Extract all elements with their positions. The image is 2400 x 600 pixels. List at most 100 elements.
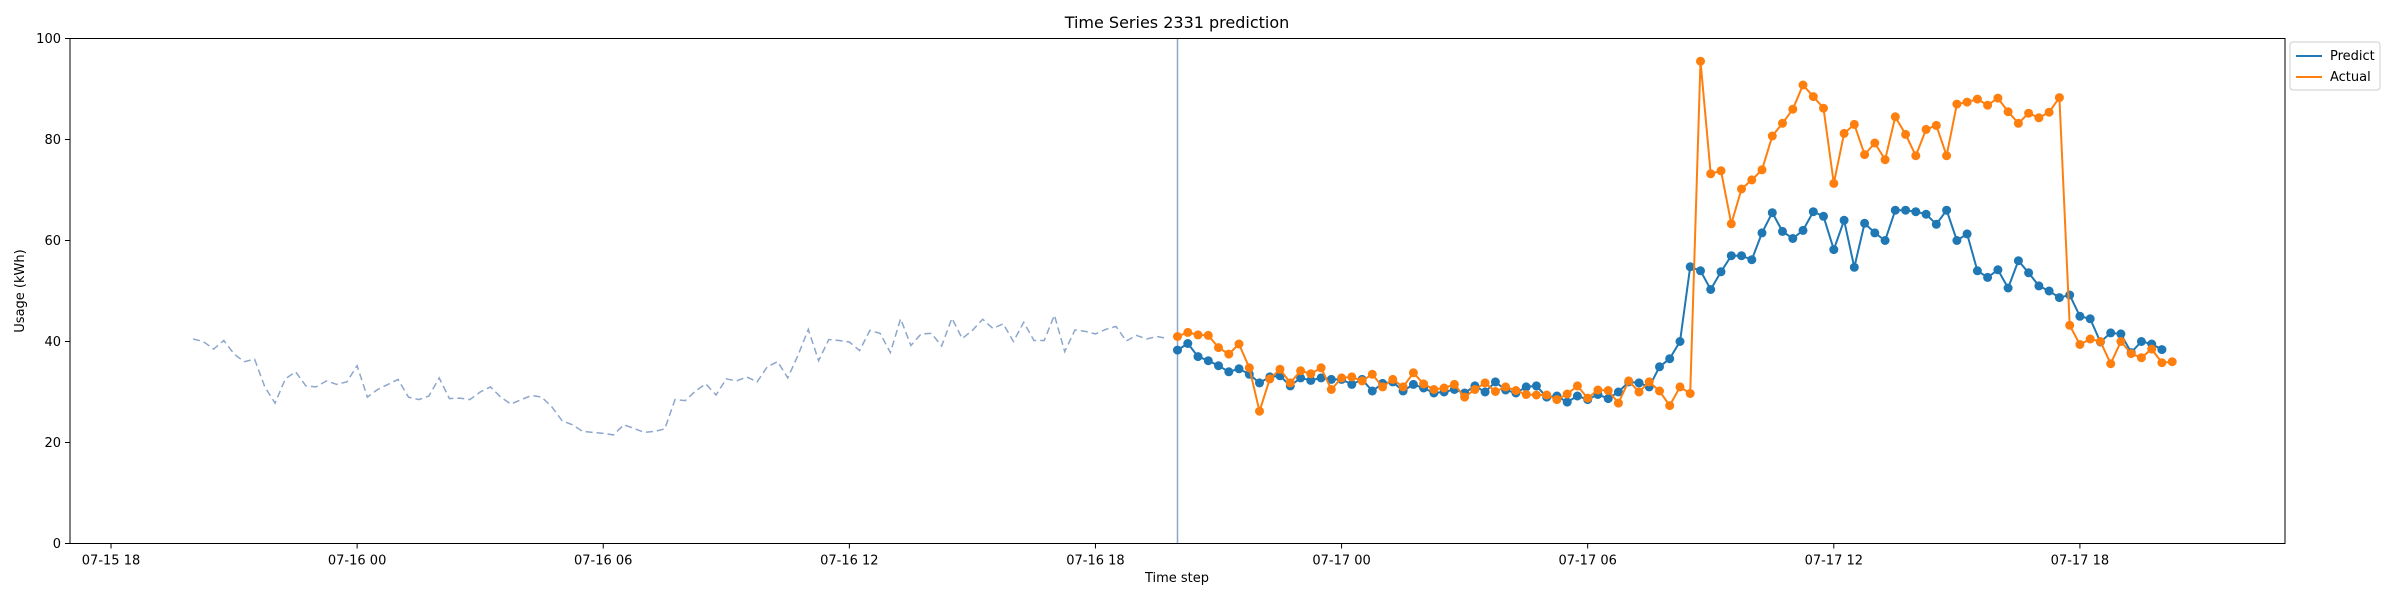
data-point-actual: [1378, 382, 1388, 392]
data-point-actual: [1398, 382, 1408, 392]
data-point-predict: [1901, 205, 1911, 215]
y-tick-label: 60: [44, 234, 61, 249]
data-point-actual: [1296, 366, 1306, 376]
data-point-actual: [2034, 113, 2044, 123]
data-point-predict: [1962, 229, 1972, 239]
data-point-predict: [1531, 381, 1541, 391]
data-point-predict: [1634, 378, 1644, 388]
data-point-actual: [2024, 108, 2034, 118]
data-point-predict: [1808, 207, 1818, 217]
x-axis-label: Time step: [1144, 571, 1209, 586]
data-point-actual: [2116, 337, 2126, 346]
data-point-predict: [1870, 228, 1880, 238]
data-point-actual: [1183, 327, 1193, 337]
y-tick-label: 40: [44, 335, 61, 350]
data-point-actual: [2147, 344, 2157, 354]
data-point-actual: [1593, 385, 1603, 395]
legend: Predict Actual: [2289, 41, 2381, 91]
x-tick-label: 07-16 18: [1066, 554, 1124, 569]
data-point-predict: [2136, 337, 2146, 346]
data-point-predict: [1203, 356, 1213, 366]
data-point-actual: [1460, 392, 1470, 402]
data-point-predict: [1931, 219, 1941, 229]
data-point-predict: [1306, 375, 1316, 385]
series-actual: [1173, 56, 2177, 416]
data-point-actual: [1316, 363, 1326, 373]
data-point-predict: [1613, 387, 1623, 397]
data-point-predict: [2024, 268, 2034, 278]
y-tick-label: 0: [53, 537, 61, 552]
data-point-predict: [2044, 286, 2054, 296]
data-point-actual: [1244, 363, 1254, 373]
x-tick-label: 07-16 00: [328, 554, 386, 569]
data-point-actual: [1224, 349, 1234, 359]
data-point-actual: [1870, 138, 1880, 148]
data-point-actual: [1265, 374, 1275, 384]
data-point-actual: [1696, 56, 1705, 66]
data-point-predict: [2116, 329, 2126, 339]
data-point-actual: [1634, 387, 1644, 397]
data-point-predict: [1952, 236, 1962, 245]
data-point-actual: [1552, 395, 1562, 405]
data-point-predict: [1173, 345, 1182, 355]
data-point-actual: [2075, 340, 2085, 349]
data-point-actual: [1511, 386, 1521, 395]
data-point-predict: [1572, 391, 1582, 401]
data-point-predict: [2085, 314, 2095, 324]
data-point-predict: [1983, 272, 1993, 282]
data-point-predict: [1326, 374, 1336, 384]
data-point-actual: [2167, 357, 2177, 367]
data-point-actual: [1306, 369, 1316, 379]
data-point-predict: [1788, 234, 1798, 243]
data-point-predict: [1767, 208, 1777, 218]
data-point-actual: [1952, 99, 1962, 109]
data-point-predict: [1716, 267, 1726, 277]
data-point-actual: [1788, 104, 1798, 114]
data-point-actual: [1572, 381, 1582, 391]
data-point-predict: [1757, 228, 1767, 238]
data-point-predict: [1706, 285, 1716, 294]
data-point-predict: [2034, 281, 2044, 291]
data-point-actual: [1880, 155, 1890, 165]
data-point-predict: [1655, 362, 1664, 372]
x-tick-label: 07-16 06: [574, 554, 632, 569]
data-point-predict: [1726, 251, 1736, 261]
data-point-actual: [1890, 112, 1900, 122]
data-point-actual: [2126, 349, 2136, 359]
data-point-actual: [1388, 374, 1398, 384]
data-point-predict: [1408, 379, 1418, 389]
x-tick-label: 07-17 06: [1558, 554, 1616, 569]
data-point-actual: [2157, 358, 2167, 368]
data-point-actual: [1603, 386, 1613, 395]
data-point-actual: [1562, 389, 1572, 399]
data-point-actual: [1747, 175, 1757, 185]
data-point-predict: [1860, 218, 1870, 228]
data-point-actual: [1337, 373, 1347, 383]
data-point-predict: [2075, 311, 2085, 321]
data-point-actual: [1911, 151, 1921, 161]
data-point-predict: [2065, 290, 2075, 300]
data-point-predict: [1183, 339, 1193, 348]
data-point-predict: [1316, 373, 1326, 383]
data-point-predict: [1234, 364, 1244, 374]
data-point-predict: [2013, 256, 2023, 266]
x-tick-label: 07-15 18: [82, 554, 140, 569]
data-point-predict: [1480, 387, 1490, 397]
data-point-predict: [1665, 354, 1675, 364]
data-point-predict: [1255, 378, 1264, 388]
y-axis-label: Usage (kWh): [13, 249, 28, 332]
data-point-predict: [1685, 262, 1695, 272]
data-point-predict: [1880, 236, 1890, 245]
data-point-predict: [1972, 266, 1982, 276]
data-point-predict: [1839, 215, 1849, 225]
data-point-predict: [1890, 205, 1900, 215]
plot-frame: [69, 38, 2286, 544]
data-point-predict: [1603, 394, 1613, 404]
data-point-actual: [1931, 120, 1941, 130]
data-point-actual: [1685, 389, 1695, 398]
data-point-actual: [1829, 178, 1839, 188]
x-axis: 07-15 18 07-16 00 07-16 06 07-16 12 07-16 18…: [82, 543, 2109, 569]
data-point-predict: [1214, 361, 1223, 371]
data-point-actual: [1706, 169, 1716, 179]
